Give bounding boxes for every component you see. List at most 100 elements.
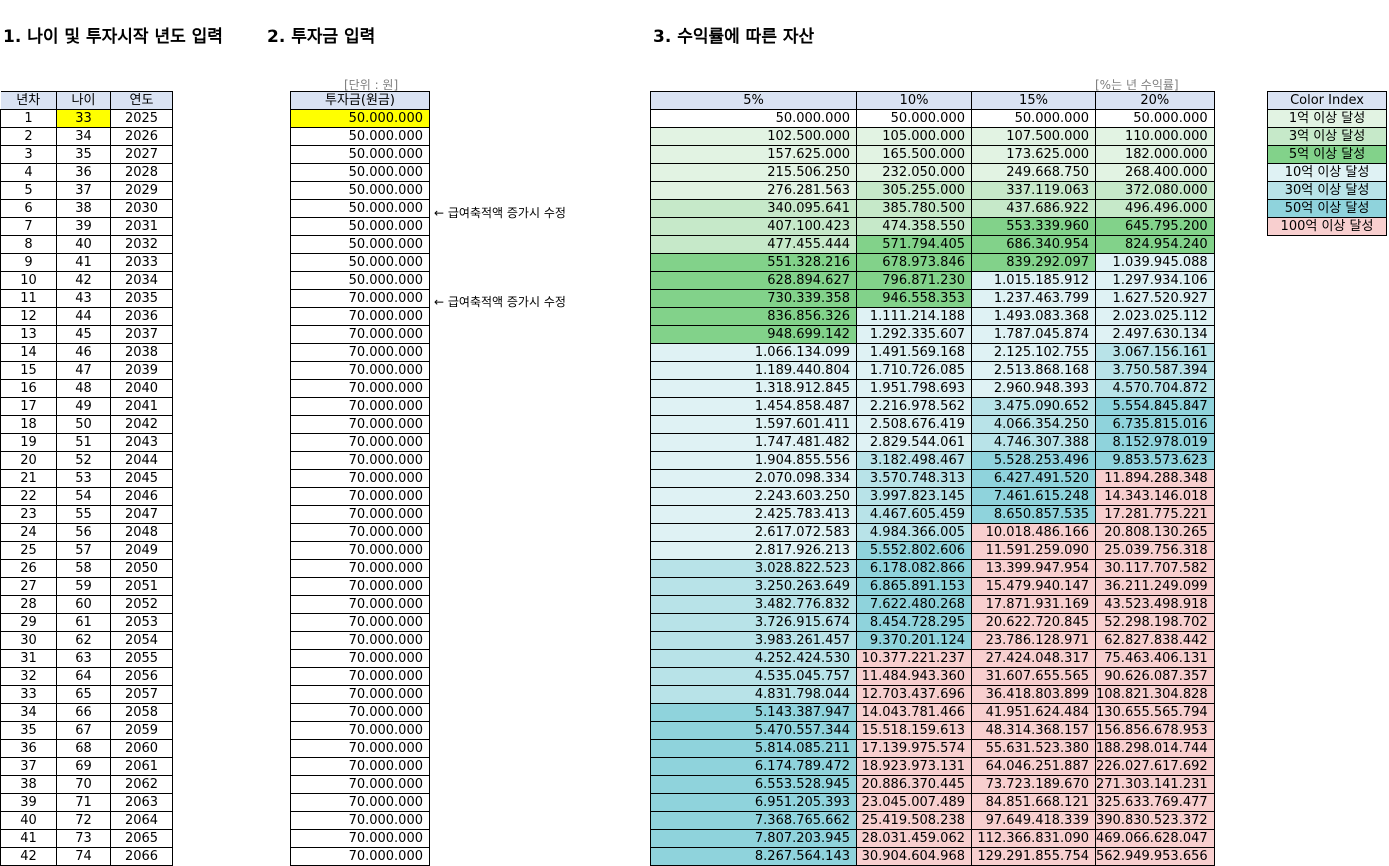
cell-rate-20[interactable]: 268.400.000	[1095, 163, 1215, 182]
cell-investment[interactable]: 70.000.000	[290, 397, 430, 416]
cell-investment[interactable]: 70.000.000	[290, 703, 430, 722]
cell-year[interactable]: 2045	[110, 469, 173, 488]
cell-investment[interactable]: 70.000.000	[290, 811, 430, 830]
cell-rate-10[interactable]: 1.292.335.607	[856, 325, 972, 344]
cell-rate-5[interactable]: 215.506.250	[650, 163, 857, 182]
cell-age[interactable]: 52	[56, 451, 111, 470]
cell-rate-10[interactable]: 3.570.748.313	[856, 469, 972, 488]
cell-rate-10[interactable]: 232.050.000	[856, 163, 972, 182]
cell-rate-15[interactable]: 8.650.857.535	[971, 505, 1096, 524]
cell-rate-15[interactable]: 23.786.128.971	[971, 631, 1096, 650]
cell-rate-5[interactable]: 50.000.000	[650, 109, 857, 128]
cell-age[interactable]: 36	[56, 163, 111, 182]
cell-rate-15[interactable]: 839.292.097	[971, 253, 1096, 272]
cell-age[interactable]: 45	[56, 325, 111, 344]
cell-investment[interactable]: 70.000.000	[290, 415, 430, 434]
cell-rate-5[interactable]: 6.951.205.393	[650, 793, 857, 812]
cell-rate-10[interactable]: 5.552.802.606	[856, 541, 972, 560]
cell-rate-5[interactable]: 7.807.203.945	[650, 829, 857, 848]
cell-rate-20[interactable]: 562.949.953.656	[1095, 847, 1215, 866]
cell-year-index[interactable]: 35	[0, 721, 57, 740]
cell-investment[interactable]: 70.000.000	[290, 649, 430, 668]
cell-rate-20[interactable]: 17.281.775.221	[1095, 505, 1215, 524]
cell-year-index[interactable]: 32	[0, 667, 57, 686]
cell-year[interactable]: 2049	[110, 541, 173, 560]
cell-age[interactable]: 50	[56, 415, 111, 434]
cell-rate-5[interactable]: 3.250.263.649	[650, 577, 857, 596]
cell-year-index[interactable]: 26	[0, 559, 57, 578]
cell-age[interactable]: 42	[56, 271, 111, 290]
cell-rate-15[interactable]: 50.000.000	[971, 109, 1096, 128]
cell-investment[interactable]: 50.000.000	[290, 271, 430, 290]
cell-rate-10[interactable]: 12.703.437.696	[856, 685, 972, 704]
cell-investment[interactable]: 70.000.000	[290, 559, 430, 578]
cell-rate-10[interactable]: 18.923.973.131	[856, 757, 972, 776]
cell-rate-10[interactable]: 23.045.007.489	[856, 793, 972, 812]
cell-year-index[interactable]: 4	[0, 163, 57, 182]
cell-rate-20[interactable]: 43.523.498.918	[1095, 595, 1215, 614]
cell-age[interactable]: 60	[56, 595, 111, 614]
cell-investment[interactable]: 70.000.000	[290, 829, 430, 848]
cell-rate-10[interactable]: 1.491.569.168	[856, 343, 972, 362]
cell-investment[interactable]: 70.000.000	[290, 631, 430, 650]
cell-year[interactable]: 2036	[110, 307, 173, 326]
cell-year-index[interactable]: 22	[0, 487, 57, 506]
cell-investment[interactable]: 70.000.000	[290, 523, 430, 542]
cell-rate-15[interactable]: 17.871.931.169	[971, 595, 1096, 614]
cell-investment[interactable]: 70.000.000	[290, 793, 430, 812]
cell-rate-15[interactable]: 84.851.668.121	[971, 793, 1096, 812]
cell-year-index[interactable]: 15	[0, 361, 57, 380]
cell-year[interactable]: 2063	[110, 793, 173, 812]
cell-year[interactable]: 2050	[110, 559, 173, 578]
cell-rate-5[interactable]: 1.454.858.487	[650, 397, 857, 416]
cell-investment[interactable]: 70.000.000	[290, 541, 430, 560]
cell-rate-20[interactable]: 30.117.707.582	[1095, 559, 1215, 578]
cell-age[interactable]: 34	[56, 127, 111, 146]
cell-rate-10[interactable]: 571.794.405	[856, 235, 972, 254]
cell-year-index[interactable]: 28	[0, 595, 57, 614]
cell-age[interactable]: 46	[56, 343, 111, 362]
cell-rate-15[interactable]: 73.723.189.670	[971, 775, 1096, 794]
cell-year[interactable]: 2030	[110, 199, 173, 218]
cell-rate-20[interactable]: 182.000.000	[1095, 145, 1215, 164]
cell-rate-15[interactable]: 2.513.868.168	[971, 361, 1096, 380]
cell-rate-15[interactable]: 48.314.368.157	[971, 721, 1096, 740]
cell-rate-20[interactable]: 645.795.200	[1095, 217, 1215, 236]
cell-rate-5[interactable]: 730.339.358	[650, 289, 857, 308]
cell-rate-20[interactable]: 9.853.573.623	[1095, 451, 1215, 470]
cell-rate-5[interactable]: 628.894.627	[650, 271, 857, 290]
cell-year-index[interactable]: 36	[0, 739, 57, 758]
cell-rate-5[interactable]: 1.597.601.411	[650, 415, 857, 434]
cell-investment[interactable]: 70.000.000	[290, 451, 430, 470]
cell-year[interactable]: 2066	[110, 847, 173, 866]
cell-rate-10[interactable]: 1.710.726.085	[856, 361, 972, 380]
cell-year[interactable]: 2054	[110, 631, 173, 650]
cell-rate-10[interactable]: 474.358.550	[856, 217, 972, 236]
cell-age[interactable]: 67	[56, 721, 111, 740]
cell-year[interactable]: 2044	[110, 451, 173, 470]
cell-year-index[interactable]: 40	[0, 811, 57, 830]
cell-year-index[interactable]: 42	[0, 847, 57, 866]
cell-rate-20[interactable]: 3.067.156.161	[1095, 343, 1215, 362]
cell-age[interactable]: 58	[56, 559, 111, 578]
cell-year-index[interactable]: 3	[0, 145, 57, 164]
cell-rate-15[interactable]: 129.291.855.754	[971, 847, 1096, 866]
cell-age[interactable]: 53	[56, 469, 111, 488]
cell-rate-20[interactable]: 14.343.146.018	[1095, 487, 1215, 506]
cell-rate-5[interactable]: 4.535.045.757	[650, 667, 857, 686]
cell-rate-15[interactable]: 5.528.253.496	[971, 451, 1096, 470]
cell-rate-10[interactable]: 2.508.676.419	[856, 415, 972, 434]
cell-rate-5[interactable]: 407.100.423	[650, 217, 857, 236]
cell-year-index[interactable]: 23	[0, 505, 57, 524]
cell-age[interactable]: 65	[56, 685, 111, 704]
cell-rate-10[interactable]: 8.454.728.295	[856, 613, 972, 632]
cell-age[interactable]: 49	[56, 397, 111, 416]
cell-rate-10[interactable]: 30.904.604.968	[856, 847, 972, 866]
cell-age[interactable]: 51	[56, 433, 111, 452]
cell-year-index[interactable]: 33	[0, 685, 57, 704]
cell-rate-10[interactable]: 15.518.159.613	[856, 721, 972, 740]
cell-year[interactable]: 2053	[110, 613, 173, 632]
cell-rate-5[interactable]: 1.066.134.099	[650, 343, 857, 362]
cell-rate-10[interactable]: 7.622.480.268	[856, 595, 972, 614]
cell-age[interactable]: 56	[56, 523, 111, 542]
